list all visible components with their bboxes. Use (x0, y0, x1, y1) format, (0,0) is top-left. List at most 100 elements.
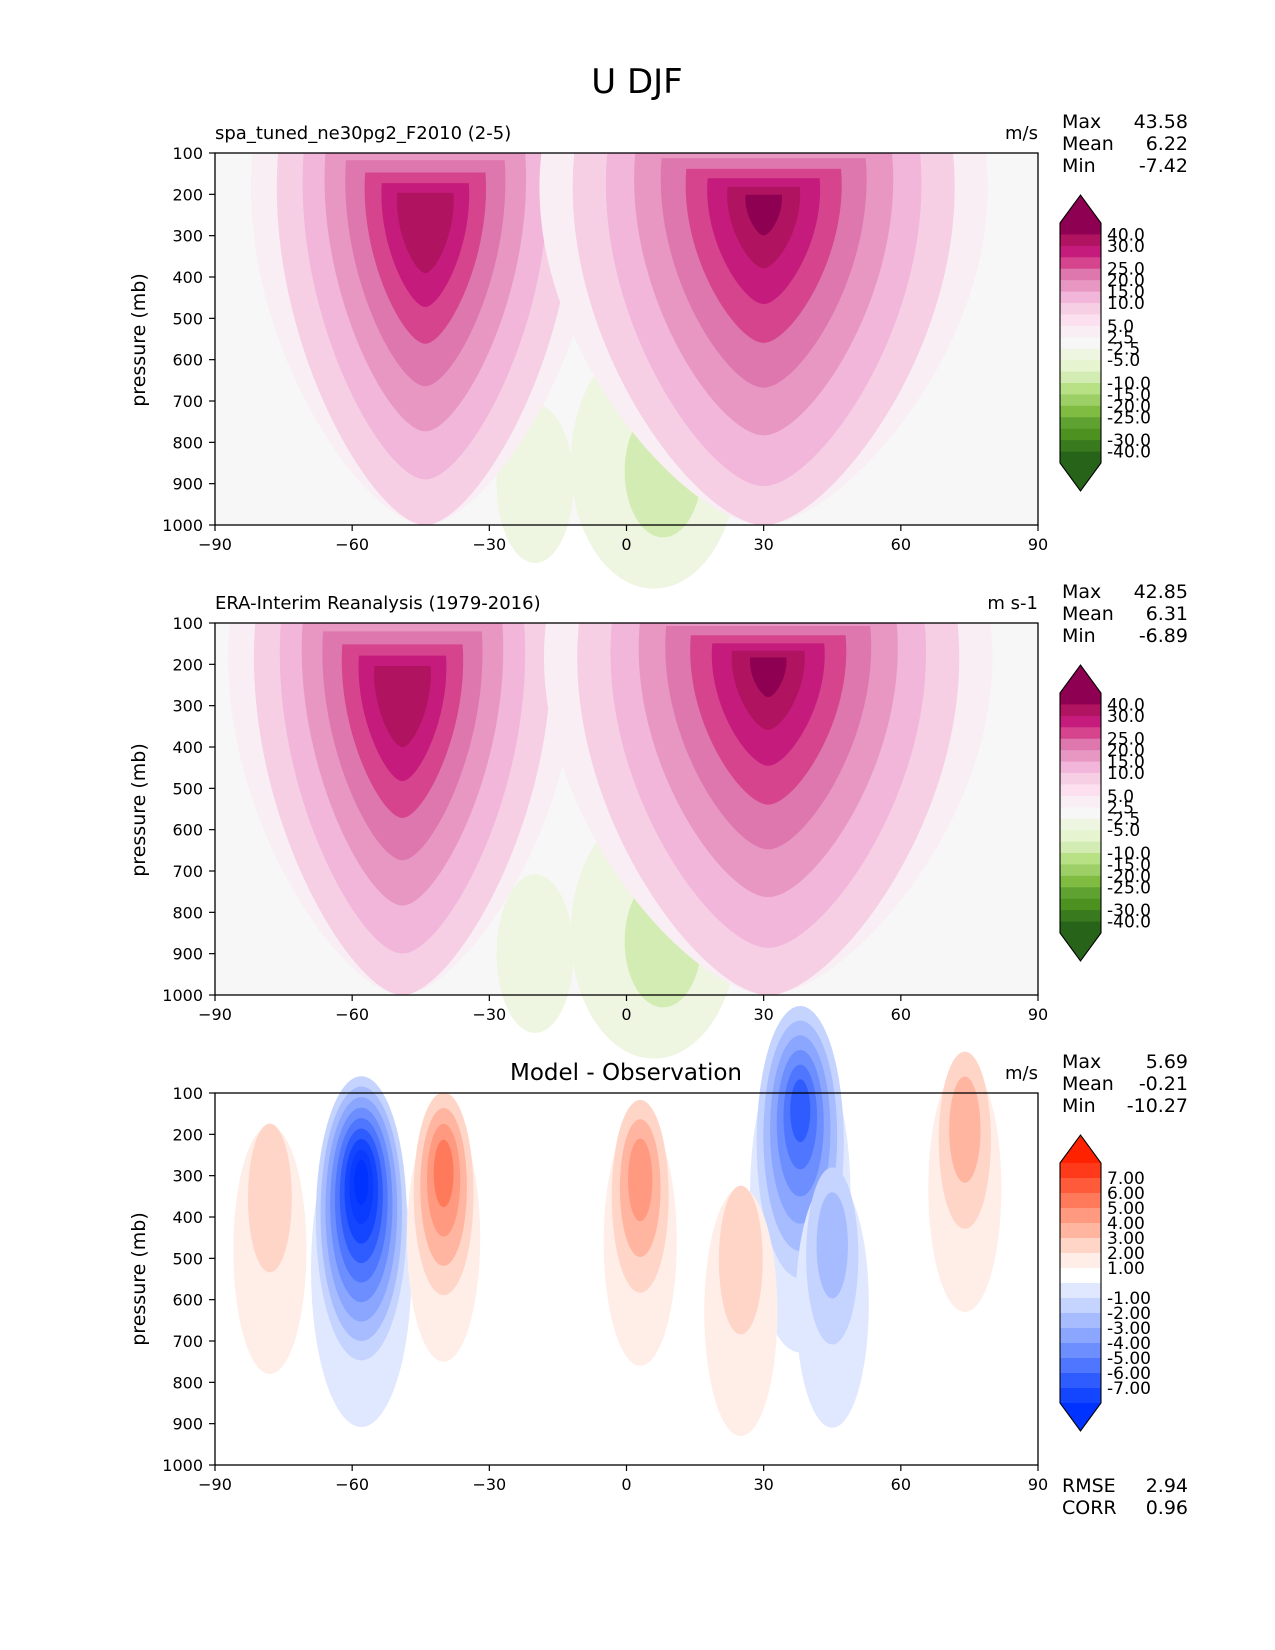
panel-2-colorbar-segment (1060, 773, 1101, 786)
panel-2-ytick-label: 100 (172, 614, 203, 633)
panel-1-colorbar-label: 20.0 (1107, 271, 1145, 291)
panel-1-colorbar-segment (1060, 303, 1101, 316)
panel-1-colorbar-label: 5.0 (1107, 317, 1134, 337)
panel-2-stat-value: 6.31 (1146, 603, 1188, 625)
panel-1-units: m/s (1005, 123, 1038, 144)
panel-1-colorbar-segment (1060, 428, 1101, 441)
panel-3-anomaly-contour (628, 1138, 653, 1222)
panel-3-colorbar-segment (1060, 1388, 1101, 1404)
panel-1-title: spa_tuned_ne30pg2_F2010 (2-5) (215, 123, 511, 144)
panel-2-colorbar-label: 25.0 (1107, 730, 1145, 750)
panel-3-colorbar-segment (1060, 1178, 1101, 1194)
panel-2-colorbar-label: -5.0 (1107, 821, 1140, 841)
panel-1-colorbar-segment (1060, 371, 1101, 384)
panel-1-ytick-label: 300 (172, 227, 203, 246)
panel-3-ytick-label: 800 (172, 1373, 203, 1392)
panel-1-ytick-label: 400 (172, 268, 203, 287)
panel-1-colorbar-label: 30.0 (1107, 237, 1145, 257)
panel-1-colorbar-segment (1060, 268, 1101, 281)
panel-2-ylabel: pressure (mb) (128, 743, 150, 877)
panel-1-colorbar-segment (1060, 405, 1101, 418)
panel-3-colorbar-label: -7.00 (1107, 1379, 1151, 1399)
panel-3-colorbar-label: -3.00 (1107, 1319, 1151, 1339)
panel-3-colorbar-label: 3.00 (1107, 1229, 1145, 1249)
panel-2-colorbar-segment (1060, 910, 1101, 923)
panel-3-colorbar-label: 4.00 (1107, 1214, 1145, 1234)
panel-1-xtick-label: 60 (891, 535, 911, 554)
panel-3-ylabel: pressure (mb) (128, 1212, 150, 1346)
panel-3-colorbar-outline (1059, 1134, 1102, 1432)
panel-1-colorbar-label: 40.0 (1107, 225, 1145, 245)
panel-2-colorbar-segment (1060, 818, 1101, 831)
panel-2-jet-contour (374, 665, 431, 748)
panel-3-colorbar-segment (1060, 1358, 1101, 1374)
panel-2-colorbar-label: -10.0 (1107, 844, 1151, 864)
panel-1-colorbar-segment (1060, 440, 1101, 453)
panel-1-colorbar-label: 15.0 (1107, 283, 1145, 303)
panel-2-colorbar-segment (1060, 830, 1101, 843)
panel-3-colorbar-label: -1.00 (1107, 1289, 1151, 1309)
panel-3-colorbar-extend-top (1060, 1135, 1101, 1163)
panel-3-colorbar-segment (1060, 1298, 1101, 1314)
panel-3-colorbar-label: -6.00 (1107, 1364, 1151, 1384)
panel-2-colorbar-segment (1060, 704, 1101, 717)
panel-2-colorbar-segment (1060, 898, 1101, 911)
panel-3-xtick-label: −30 (472, 1475, 506, 1494)
panel-3-colorbar-label: 7.00 (1107, 1169, 1145, 1189)
panel-3-xtick-label: 30 (753, 1475, 773, 1494)
panel-2-colorbar-label: 15.0 (1107, 753, 1145, 773)
panel-1-ytick-label: 500 (172, 309, 203, 328)
panel-2-units: m s-1 (987, 593, 1038, 614)
panel-2-xtick-label: 60 (891, 1005, 911, 1024)
panel-2-stat-value: 42.85 (1134, 581, 1188, 603)
panel-1-colorbar-segment (1060, 451, 1101, 464)
panel-2-ytick-label: 400 (172, 738, 203, 757)
panel-2-xtick-label: −90 (198, 1005, 232, 1024)
panel-1: spa_tuned_ne30pg2_F2010 (2-5) m/s pressu… (128, 111, 1188, 589)
panel-3-anomaly-contour (718, 1185, 763, 1335)
panel-3-colorbar-label: -4.00 (1107, 1334, 1151, 1354)
panel-2-xtick-label: −30 (472, 1005, 506, 1024)
panel-3-extra-stat-value: 0.96 (1146, 1497, 1188, 1519)
panel-1-ytick-label: 200 (172, 185, 203, 204)
panel-3-anomaly-contour (354, 1159, 369, 1205)
panel-3-anomaly-contour (247, 1123, 292, 1273)
panel-2-colorbar-label: -20.0 (1107, 867, 1151, 887)
panel-2-plot-area (214, 622, 1039, 1059)
panel-1-colorbar-segment (1060, 234, 1101, 247)
panel-2-jet-contour (749, 657, 787, 698)
panel-1-stat-value: 43.58 (1134, 111, 1188, 133)
panel-3-anomaly-contour (790, 1079, 811, 1143)
panel-2-colorbar-label: 40.0 (1107, 695, 1145, 715)
panel-1-stat-label: Mean (1062, 133, 1114, 155)
panel-1-colorbar-segment (1060, 257, 1101, 270)
panel-1-colorbar-label: -15.0 (1107, 385, 1151, 405)
panel-1-colorbar-outline (1059, 194, 1102, 492)
panel-2-stat-label: Max (1062, 581, 1101, 603)
panel-2-colorbar-outline (1059, 664, 1102, 962)
panel-2-colorbar-label: 30.0 (1107, 707, 1145, 727)
panel-3-stat-value: -10.27 (1127, 1095, 1188, 1117)
panel-3-colorbar-label: -5.00 (1107, 1349, 1151, 1369)
panel-1-colorbar-segment (1060, 348, 1101, 361)
panel-3-xtick-label: −90 (198, 1475, 232, 1494)
panel-2-ytick-label: 300 (172, 697, 203, 716)
panel-3-stat-value: -0.21 (1139, 1073, 1188, 1095)
panel-3-colorbar-label: 5.00 (1107, 1199, 1145, 1219)
panel-3-ytick-label: 100 (172, 1084, 203, 1103)
panel-1-colorbar-label: -10.0 (1107, 374, 1151, 394)
panel-3-xtick-label: 0 (621, 1475, 631, 1494)
panel-3-ytick-label: 700 (172, 1332, 203, 1351)
panel-1-colorbar-segment (1060, 394, 1101, 407)
panel-3-ytick-label: 900 (172, 1415, 203, 1434)
panel-1-colorbar-segment (1060, 223, 1101, 236)
panel-1-xtick-label: −90 (198, 535, 232, 554)
panel-2-colorbar-segment (1060, 841, 1101, 854)
panel-2-colorbar-extend-bottom (1060, 933, 1101, 961)
panel-1-stat-label: Max (1062, 111, 1101, 133)
panel-1-stat-label: Min (1062, 155, 1096, 177)
panel-3-anomaly-contour (816, 1192, 848, 1299)
panel-3-colorbar-segment (1060, 1163, 1101, 1179)
panel-2-colorbar-label: 5.0 (1107, 787, 1134, 807)
panel-2-colorbar-segment (1060, 693, 1101, 706)
